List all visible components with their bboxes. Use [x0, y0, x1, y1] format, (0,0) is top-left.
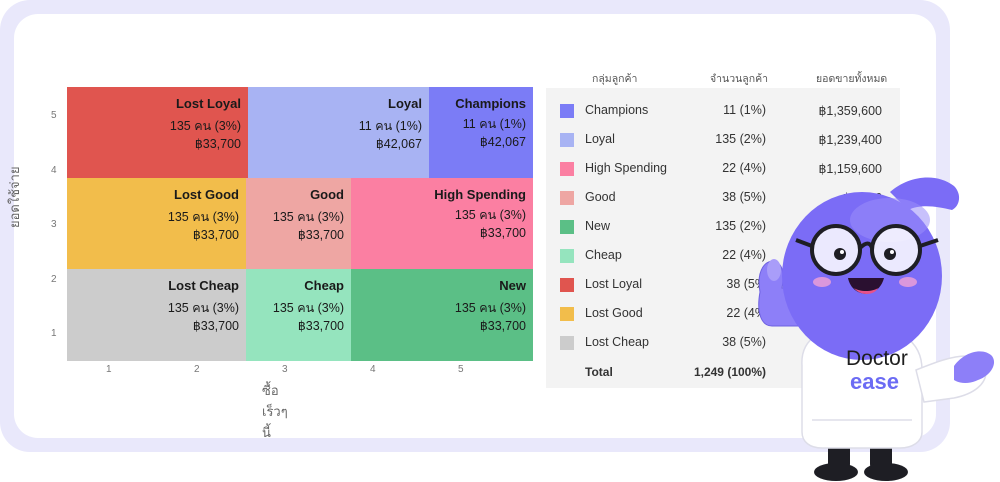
y-tick: 3: [51, 219, 57, 230]
cell-count: 135 คน (3%): [169, 119, 241, 133]
cell-count: 135 คน (3%): [454, 301, 526, 315]
cell-good[interactable]: Good 135 คน (3%) ฿33,700: [246, 178, 351, 269]
legend-name: Lost Cheap: [585, 335, 649, 349]
cell-count: 135 คน (3%): [167, 301, 239, 315]
cell-lost-loyal[interactable]: Lost Loyal 135 คน (3%) ฿33,700: [67, 87, 248, 178]
legend-count: 22 (4%: [726, 306, 766, 320]
legend-count: 38 (5%): [722, 190, 766, 204]
cell-count: 135 คน (3%): [454, 208, 526, 222]
cell-amount: ฿42,067: [479, 135, 526, 149]
legend-name: Lost Good: [585, 306, 643, 320]
legend-count: 22 (4%): [722, 161, 766, 175]
cell-cheap[interactable]: Cheap 135 คน (3%) ฿33,700: [246, 269, 351, 361]
x-tick: 3: [282, 364, 288, 375]
cell-amount: ฿33,700: [479, 226, 526, 240]
legend-total-label: Total: [585, 365, 613, 379]
legend-total-count: 1,249 (100%): [693, 365, 766, 379]
cell-amount: ฿33,700: [194, 137, 241, 151]
y-tick: 2: [51, 274, 57, 285]
logo-doctor-text: Doctor: [846, 347, 908, 370]
legend-row-lost-cheap[interactable]: Lost Cheap 38 (5%): [546, 328, 900, 357]
cell-amount: ฿33,700: [479, 319, 526, 333]
legend-row-lost-good[interactable]: Lost Good 22 (4%: [546, 299, 900, 328]
legend-swatch: [560, 307, 574, 321]
legend-name: Lost Loyal: [585, 277, 642, 291]
cell-title: Loyal: [388, 96, 422, 111]
y-tick: 5: [51, 110, 57, 121]
cell-count: 135 คน (3%): [167, 210, 239, 224]
legend-name: High Spending: [585, 161, 668, 175]
cell-amount: ฿33,700: [192, 319, 239, 333]
legend-swatch: [560, 278, 574, 292]
legend-count: 135 (2%): [715, 219, 766, 233]
y-tick: 4: [51, 165, 57, 176]
y-tick: 1: [51, 328, 57, 339]
cell-lost-good[interactable]: Lost Good 135 คน (3%) ฿33,700: [67, 178, 246, 269]
cell-title: Champions: [455, 96, 526, 111]
legend-header-count: จำนวนลูกค้า: [710, 73, 769, 85]
legend-swatch: [560, 220, 574, 234]
cell-new[interactable]: New 135 คน (3%) ฿33,700: [351, 269, 533, 361]
cell-title: High Spending: [434, 187, 526, 202]
cell-title: Cheap: [304, 278, 344, 293]
cell-count: 11 คน (1%): [358, 119, 422, 133]
cell-count: 11 คน (1%): [462, 117, 526, 131]
x-tick: 4: [370, 364, 376, 375]
cell-title: Lost Loyal: [175, 96, 241, 111]
legend-row-new[interactable]: New 135 (2%): [546, 212, 900, 241]
legend-amount: ฿1,159,600: [818, 162, 882, 176]
cell-title: New: [499, 278, 526, 293]
cell-count: 135 คน (3%): [272, 210, 344, 224]
legend-row-total: Total 1,249 (100%): [546, 358, 900, 387]
cell-title: Good: [310, 187, 344, 202]
legend-name: New: [585, 219, 611, 233]
x-tick: 5: [458, 364, 464, 375]
legend-row-high-spending[interactable]: High Spending 22 (4%) ฿1,159,600: [546, 154, 900, 183]
legend-name: Cheap: [585, 248, 622, 262]
x-axis-label: ซื้อเร็วๆ นี้: [262, 383, 288, 440]
legend-name: Loyal: [585, 132, 615, 146]
cell-amount: ฿33,700: [192, 228, 239, 242]
legend-name: Champions: [585, 103, 649, 117]
legend-header-group: กลุ่มลูกค้า: [592, 73, 638, 85]
legend-name: Good: [585, 190, 616, 204]
cell-amount: ฿33,700: [297, 319, 344, 333]
legend-row-champions[interactable]: Champions 11 (1%) ฿1,359,600: [546, 96, 900, 125]
legend-swatch: [560, 336, 574, 350]
legend-swatch: [560, 249, 574, 263]
cell-loyal[interactable]: Loyal 11 คน (1%) ฿42,067: [248, 87, 429, 178]
cell-count: 135 คน (3%): [272, 301, 344, 315]
legend-swatch: [560, 162, 574, 176]
y-axis-label: ยอดใช้จ่าย: [7, 166, 22, 228]
x-tick: 1: [106, 364, 112, 375]
cell-amount: ฿33,700: [297, 228, 344, 242]
cell-lost-cheap[interactable]: Lost Cheap 135 คน (3%) ฿33,700: [67, 269, 246, 361]
logo-ease-text: ease: [850, 369, 899, 394]
legend-row-loyal[interactable]: Loyal 135 (2%) ฿1,239,400: [546, 125, 900, 154]
legend-swatch: [560, 133, 574, 147]
legend-swatch: [560, 104, 574, 118]
legend-header-total: ยอดขายทั้งหมด: [816, 73, 888, 85]
cell-champions[interactable]: Champions 11 คน (1%) ฿42,067: [429, 87, 533, 178]
legend-count: 11 (1%): [723, 103, 766, 117]
legend-count: 135 (2%): [715, 132, 766, 146]
legend-amount: ฿1,239,400: [818, 133, 882, 147]
doctor-ease-mascot-icon: [758, 177, 995, 481]
legend-count: 38 (5%: [726, 277, 766, 291]
cell-title: Lost Cheap: [168, 278, 239, 293]
cell-amount: ฿42,067: [375, 137, 422, 151]
cell-high-spending[interactable]: High Spending 135 คน (3%) ฿33,700: [351, 178, 533, 269]
x-tick: 2: [194, 364, 200, 375]
cell-title: Lost Good: [174, 187, 239, 202]
legend-count: 22 (4%): [722, 248, 766, 262]
legend-row-cheap[interactable]: Cheap 22 (4%): [546, 241, 900, 270]
legend-swatch: [560, 191, 574, 205]
legend-count: 38 (5%): [722, 335, 766, 349]
legend-row-lost-loyal[interactable]: Lost Loyal 38 (5%: [546, 270, 900, 299]
legend-amount: ฿1,359,600: [818, 104, 882, 118]
